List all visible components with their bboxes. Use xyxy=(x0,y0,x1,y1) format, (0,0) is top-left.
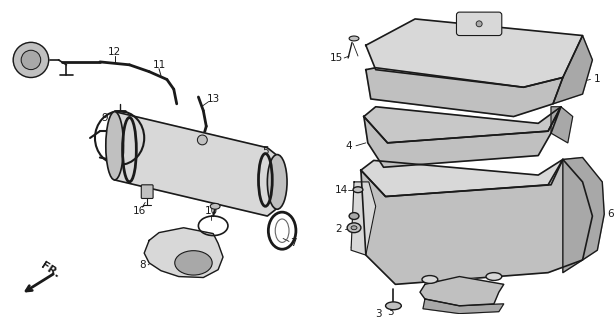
Text: 1: 1 xyxy=(594,75,600,84)
Ellipse shape xyxy=(349,212,359,220)
Polygon shape xyxy=(563,157,604,273)
Circle shape xyxy=(14,42,49,77)
Polygon shape xyxy=(420,276,503,306)
Text: 4: 4 xyxy=(346,141,352,151)
Polygon shape xyxy=(361,159,563,196)
Text: 15: 15 xyxy=(330,53,343,63)
FancyBboxPatch shape xyxy=(141,185,153,198)
Text: 12: 12 xyxy=(108,47,122,57)
Circle shape xyxy=(21,50,41,69)
Text: 3: 3 xyxy=(387,307,394,317)
Circle shape xyxy=(476,21,482,27)
Ellipse shape xyxy=(351,226,357,230)
Polygon shape xyxy=(351,182,376,255)
Polygon shape xyxy=(361,159,593,284)
Text: 2: 2 xyxy=(335,224,341,234)
Ellipse shape xyxy=(106,112,123,180)
Ellipse shape xyxy=(210,203,220,209)
Ellipse shape xyxy=(347,223,361,233)
Ellipse shape xyxy=(386,302,402,310)
Polygon shape xyxy=(423,299,503,314)
Text: 6: 6 xyxy=(607,209,613,219)
Text: 14: 14 xyxy=(335,185,348,195)
Ellipse shape xyxy=(175,251,212,275)
Text: 16: 16 xyxy=(133,206,146,216)
Text: 10: 10 xyxy=(204,206,218,216)
Ellipse shape xyxy=(486,273,502,280)
Polygon shape xyxy=(144,228,223,277)
Text: 9: 9 xyxy=(101,114,108,124)
Polygon shape xyxy=(364,107,561,143)
Circle shape xyxy=(198,135,208,145)
FancyBboxPatch shape xyxy=(456,12,502,36)
Text: 8: 8 xyxy=(139,260,146,270)
Ellipse shape xyxy=(349,36,359,41)
Polygon shape xyxy=(553,36,593,104)
Polygon shape xyxy=(366,19,583,87)
Polygon shape xyxy=(115,112,277,216)
Text: 3: 3 xyxy=(375,308,382,319)
Text: 5: 5 xyxy=(262,146,269,156)
Polygon shape xyxy=(364,107,561,167)
Ellipse shape xyxy=(422,276,438,284)
Polygon shape xyxy=(551,107,573,143)
Polygon shape xyxy=(366,68,563,116)
Text: 13: 13 xyxy=(206,94,220,104)
Text: FR.: FR. xyxy=(39,260,62,279)
Ellipse shape xyxy=(267,155,287,209)
Text: 7: 7 xyxy=(290,238,297,248)
Ellipse shape xyxy=(353,187,363,193)
Text: 11: 11 xyxy=(152,60,166,70)
